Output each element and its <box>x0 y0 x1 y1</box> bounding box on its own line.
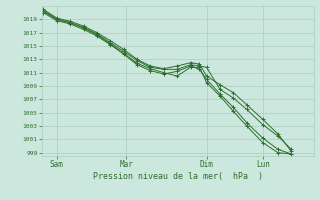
X-axis label: Pression niveau de la mer(  hPa  ): Pression niveau de la mer( hPa ) <box>92 172 263 181</box>
